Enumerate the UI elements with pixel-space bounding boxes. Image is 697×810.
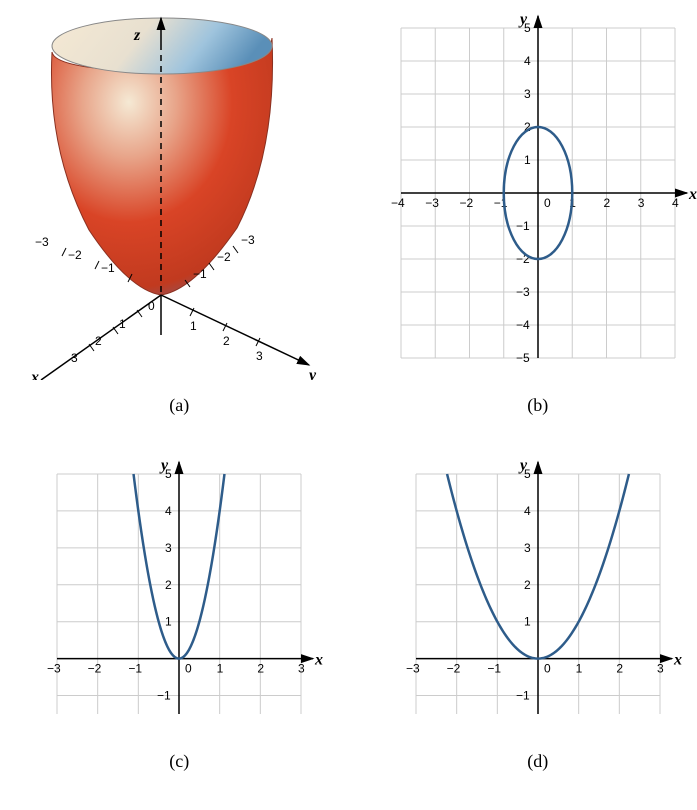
svg-text:4: 4	[672, 196, 679, 210]
svg-text:−2: −2	[217, 250, 231, 264]
paraboloid-3d: z 0 x 1 2 3	[19, 10, 339, 380]
svg-text:3: 3	[524, 87, 531, 101]
caption-c: (c)	[169, 751, 189, 772]
svg-text:−1: −1	[157, 689, 171, 703]
svg-text:1: 1	[119, 317, 126, 331]
chart-c: −3−2−10123−112345xy	[29, 456, 329, 736]
svg-text:z: z	[133, 27, 141, 44]
svg-text:−3: −3	[406, 662, 420, 676]
panel-b: −4−3−2−101234−5−4−3−2−112345xy (b)	[369, 10, 697, 416]
caption-a: (a)	[169, 395, 189, 416]
svg-text:4: 4	[165, 504, 172, 518]
chart-a: z 0 x 1 2 3	[19, 10, 339, 380]
svg-text:−2: −2	[446, 662, 460, 676]
svg-text:0: 0	[185, 662, 192, 676]
figure-grid: z 0 x 1 2 3	[10, 10, 697, 772]
svg-text:3: 3	[638, 196, 645, 210]
svg-text:−2: −2	[459, 196, 473, 210]
svg-text:2: 2	[603, 196, 610, 210]
svg-text:−3: −3	[35, 235, 49, 249]
caption-d: (d)	[527, 751, 548, 772]
svg-text:−3: −3	[516, 285, 530, 299]
svg-text:3: 3	[298, 662, 305, 676]
svg-text:2: 2	[223, 334, 230, 348]
svg-text:2: 2	[524, 578, 531, 592]
svg-text:−1: −1	[487, 662, 501, 676]
svg-text:x: x	[688, 186, 697, 203]
svg-text:−2: −2	[68, 248, 82, 262]
svg-text:y: y	[307, 367, 317, 380]
svg-text:y: y	[518, 11, 528, 28]
svg-text:−1: −1	[516, 689, 530, 703]
svg-text:−1: −1	[129, 662, 143, 676]
svg-text:−1: −1	[101, 261, 115, 275]
svg-text:−2: −2	[88, 662, 102, 676]
svg-text:2: 2	[258, 662, 265, 676]
svg-text:−4: −4	[391, 196, 405, 210]
svg-text:3: 3	[657, 662, 664, 676]
svg-text:4: 4	[524, 54, 531, 68]
svg-text:2: 2	[616, 662, 623, 676]
svg-text:−4: −4	[516, 318, 530, 332]
svg-text:−3: −3	[425, 196, 439, 210]
svg-text:3: 3	[165, 541, 172, 555]
svg-text:1: 1	[575, 662, 582, 676]
svg-text:−1: −1	[193, 267, 207, 281]
svg-text:−5: −5	[516, 351, 530, 365]
svg-text:−3: −3	[47, 662, 61, 676]
panel-d: −3−2−10123−112345xy (d)	[369, 456, 697, 772]
svg-text:3: 3	[256, 349, 263, 363]
caption-b: (b)	[527, 395, 548, 416]
panel-a: z 0 x 1 2 3	[10, 10, 349, 416]
svg-text:3: 3	[524, 541, 531, 555]
svg-text:−3: −3	[241, 233, 255, 247]
svg-text:0: 0	[544, 196, 551, 210]
svg-text:1: 1	[217, 662, 224, 676]
svg-text:1: 1	[524, 153, 531, 167]
chart-b: −4−3−2−101234−5−4−3−2−112345xy	[373, 10, 697, 380]
parabola-wide: −3−2−10123−112345xy	[388, 456, 688, 736]
svg-text:−1: −1	[516, 219, 530, 233]
ellipse-plot: −4−3−2−101234−5−4−3−2−112345xy	[373, 10, 697, 380]
svg-text:4: 4	[524, 504, 531, 518]
svg-text:3: 3	[71, 351, 78, 365]
parabola-narrow: −3−2−10123−112345xy	[29, 456, 329, 736]
svg-text:1: 1	[190, 319, 197, 333]
svg-text:x: x	[673, 652, 682, 669]
svg-text:1: 1	[524, 615, 531, 629]
svg-text:0: 0	[544, 662, 551, 676]
panel-c: −3−2−10123−112345xy (c)	[10, 456, 349, 772]
svg-text:y: y	[518, 457, 528, 474]
svg-text:2: 2	[165, 578, 172, 592]
svg-text:2: 2	[95, 334, 102, 348]
svg-text:1: 1	[165, 615, 172, 629]
svg-text:y: y	[159, 457, 169, 474]
chart-d: −3−2−10123−112345xy	[388, 456, 688, 736]
svg-text:x: x	[314, 652, 323, 669]
svg-text:x: x	[30, 369, 39, 380]
